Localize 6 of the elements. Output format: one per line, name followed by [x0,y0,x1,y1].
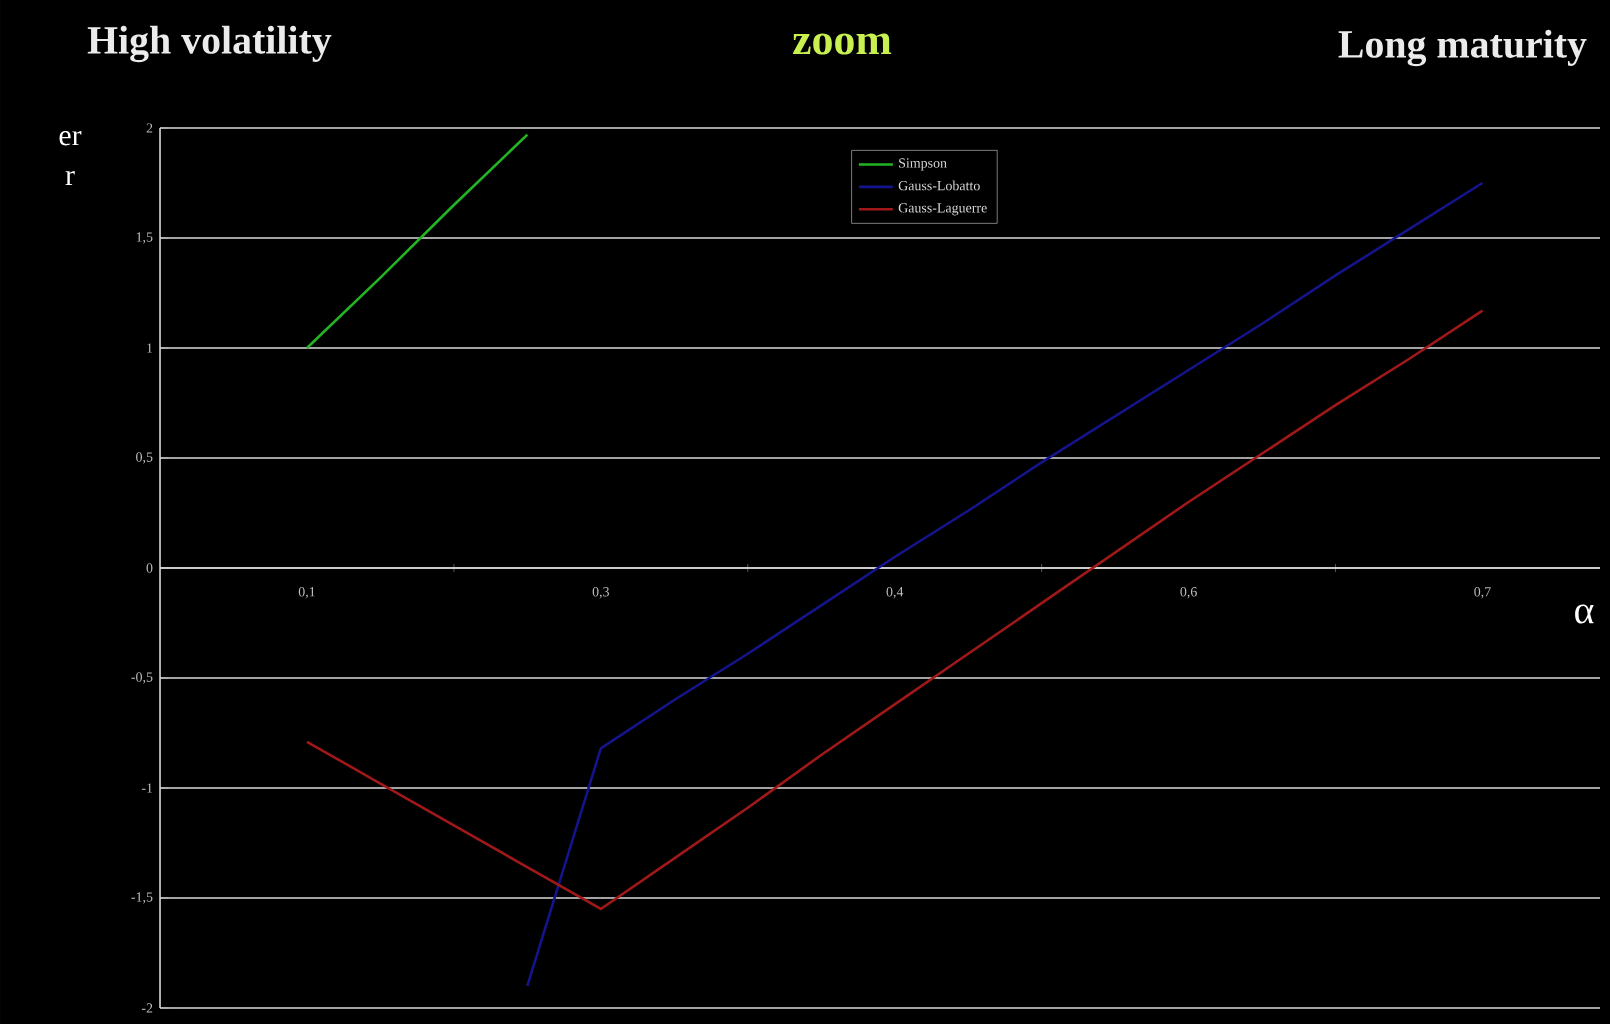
line-series [305,133,529,350]
text: Long maturity [1338,29,1587,67]
y-axis-title: er r [59,131,82,185]
chart-title: zoom [792,33,892,55]
text: High volatility [87,25,332,63]
x-axis-title: α [1575,604,1594,624]
